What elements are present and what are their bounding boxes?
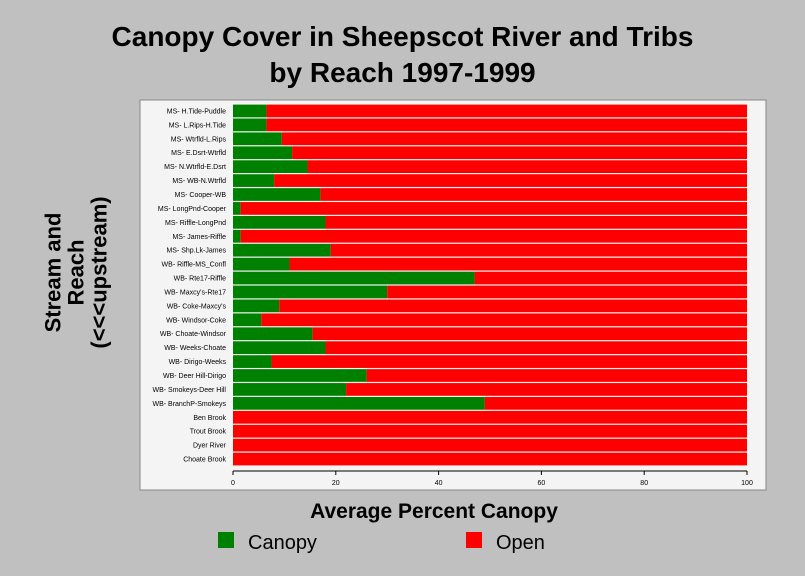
category-label: MS- Shp.Lk-James xyxy=(166,248,226,255)
bar-open-wb-choate-windsor xyxy=(312,327,747,341)
bar-canopy-ms-n-wtrfld-e-dsrt xyxy=(233,160,308,174)
bar-open-wb-rte17-riffle xyxy=(474,271,747,285)
category-label: WB- BranchP-Smokeys xyxy=(152,401,226,408)
category-label: WB- Dirigo-Weeks xyxy=(169,359,227,366)
category-label: MS- WB-N.Wtrfld xyxy=(172,178,226,185)
category-label: WB- Maxcy's-Rte17 xyxy=(164,289,226,296)
bar-open-wb-smokeys-deer-hill xyxy=(346,383,747,396)
bar-open-wb-riffle-ms-confl xyxy=(289,257,747,271)
bar-open-wb-dirigo-weeks xyxy=(271,355,747,368)
x-tick-label: 100 xyxy=(741,480,753,487)
bar-canopy-wb-smokeys-deer-hill xyxy=(233,383,347,396)
bar-open-trout-brook xyxy=(233,424,747,438)
bar-canopy-ms-shp-lk-james xyxy=(233,243,331,257)
bar-open-ms-h-tide-puddle xyxy=(266,104,747,118)
bar-canopy-wb-rte17-riffle xyxy=(233,271,475,285)
category-label: Dyer River xyxy=(193,443,227,450)
bar-open-ms-l-rips-h-tide xyxy=(266,118,747,132)
bar-open-wb-branchp-smokeys xyxy=(484,396,747,410)
category-label: WB- Deer Hill-Dirigo xyxy=(163,373,226,380)
category-label: Choate Brook xyxy=(183,457,226,464)
bar-canopy-ms-l-rips-h-tide xyxy=(233,118,267,132)
bars-group xyxy=(233,104,747,466)
x-tick-label: 80 xyxy=(640,480,648,487)
bar-canopy-wb-maxcy-s-rte17 xyxy=(233,285,388,299)
bar-canopy-ms-riffle-longpnd xyxy=(233,215,326,229)
bar-open-ms-james-riffle xyxy=(240,229,747,243)
bar-open-ms-riffle-longpnd xyxy=(325,215,747,229)
bar-canopy-wb-weeks-choate xyxy=(233,341,326,355)
category-label: WB- Windsor-Coke xyxy=(166,317,226,324)
bar-canopy-ms-cooper-wb xyxy=(233,188,321,201)
bar-open-ms-longpnd-cooper xyxy=(240,202,747,215)
chart-subtitle: by Reach 1997-1999 xyxy=(269,57,536,88)
bar-canopy-wb-windsor-coke xyxy=(233,313,262,327)
bar-open-ms-wtrfld-l-rips xyxy=(281,132,747,146)
bar-canopy-wb-choate-windsor xyxy=(233,327,313,341)
category-label: MS- L.Rips-H.Tide xyxy=(169,122,226,129)
bar-canopy-wb-deer-hill-dirigo xyxy=(233,369,367,382)
bar-canopy-wb-branchp-smokeys xyxy=(233,396,485,410)
category-label: MS- Cooper-WB xyxy=(175,192,227,199)
category-label: WB- Weeks-Choate xyxy=(164,345,226,352)
category-label: MS- N.Wtrfld-E.Dsrt xyxy=(164,164,226,171)
bar-canopy-ms-longpnd-cooper xyxy=(233,202,241,215)
x-axis: 0 20 40 60 80 100 xyxy=(231,470,753,487)
bar-canopy-wb-dirigo-weeks xyxy=(233,355,272,368)
legend-label-canopy: Canopy xyxy=(248,532,317,554)
category-label: WB- Smokeys-Deer Hill xyxy=(152,387,226,394)
x-tick-label: 0 xyxy=(231,480,235,487)
category-label: MS- LongPnd-Cooper xyxy=(158,206,227,213)
bar-open-wb-maxcy-s-rte17 xyxy=(387,285,747,299)
x-tick-label: 20 xyxy=(332,480,340,487)
bar-open-ms-n-wtrfld-e-dsrt xyxy=(307,160,747,174)
category-label: MS- H.Tide-Puddle xyxy=(167,108,226,115)
category-label: WB- Rte17-Riffle xyxy=(174,276,226,283)
bar-canopy-ms-e-dsrt-wtrfld xyxy=(233,146,293,160)
bar-canopy-ms-wtrfld-l-rips xyxy=(233,132,282,146)
bar-open-wb-weeks-choate xyxy=(325,341,747,355)
category-label: Ben Brook xyxy=(193,415,226,422)
category-labels: MS- H.Tide-Puddle MS- L.Rips-H.Tide MS- Wt… xyxy=(152,108,226,463)
category-label: Trout Brook xyxy=(190,429,227,436)
bar-open-ms-shp-lk-james xyxy=(330,243,747,257)
chart-title: Canopy Cover in Sheepscot River and Trib… xyxy=(111,21,694,52)
legend-swatch-open xyxy=(466,532,482,548)
bar-canopy-ms-james-riffle xyxy=(233,229,241,243)
category-label: MS- James-Riffle xyxy=(172,234,226,241)
category-label: MS- E.Dsrt-Wtrfld xyxy=(171,150,226,157)
category-label: WB- Riffle-MS_Confl xyxy=(162,262,227,269)
bar-open-ms-cooper-wb xyxy=(320,188,747,201)
x-axis-label: Average Percent Canopy xyxy=(310,500,558,523)
bar-open-wb-coke-maxcy-s xyxy=(279,299,747,313)
category-label: WB- Coke-Maxcy's xyxy=(167,303,227,310)
bar-open-ms-wb-n-wtrfld xyxy=(274,174,747,187)
bar-open-choate-brook xyxy=(233,452,747,466)
bar-open-ben-brook xyxy=(233,410,747,424)
category-label: MS- Wtrfld-L.Rips xyxy=(171,136,227,143)
bar-open-wb-deer-hill-dirigo xyxy=(366,369,747,382)
bar-open-dyer-river xyxy=(233,438,747,452)
category-label: MS- Riffle-LongPnd xyxy=(165,220,226,227)
bar-canopy-ms-wb-n-wtrfld xyxy=(233,174,275,187)
legend-swatch-canopy xyxy=(218,532,234,548)
bar-canopy-wb-coke-maxcy-s xyxy=(233,299,280,313)
category-label: WB- Choate-Windsor xyxy=(160,331,227,338)
bar-canopy-wb-riffle-ms-confl xyxy=(233,257,290,271)
bar-canopy-ms-h-tide-puddle xyxy=(233,104,267,118)
x-tick-label: 40 xyxy=(435,480,443,487)
bar-open-ms-e-dsrt-wtrfld xyxy=(292,146,747,160)
legend-label-open: Open xyxy=(496,532,545,554)
bar-open-wb-windsor-coke xyxy=(261,313,747,327)
x-tick-label: 60 xyxy=(538,480,546,487)
